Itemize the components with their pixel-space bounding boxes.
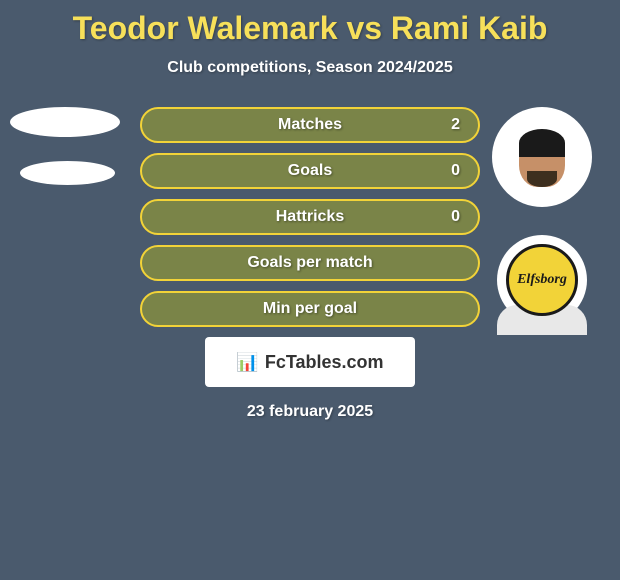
stat-value: 0 <box>451 208 460 226</box>
stat-label: Goals <box>288 162 332 180</box>
right-avatars: Elfsborg <box>492 107 592 325</box>
content-area: Elfsborg Matches 2 Goals 0 Hattricks 0 G… <box>0 107 620 327</box>
stat-value: 2 <box>451 116 460 134</box>
stat-label: Goals per match <box>247 254 372 272</box>
stat-matches: Matches 2 <box>140 107 480 143</box>
stat-hattricks: Hattricks 0 <box>140 199 480 235</box>
left-placeholders <box>10 107 120 209</box>
stat-label: Matches <box>278 116 342 134</box>
stat-label: Hattricks <box>276 208 344 226</box>
stats-list: Matches 2 Goals 0 Hattricks 0 Goals per … <box>140 107 480 327</box>
stat-goals-per-match: Goals per match <box>140 245 480 281</box>
chart-icon: 📊 <box>236 352 258 373</box>
stat-goals: Goals 0 <box>140 153 480 189</box>
player2-avatar <box>492 107 592 207</box>
stat-min-per-goal: Min per goal <box>140 291 480 327</box>
player1-crest-placeholder <box>20 161 115 185</box>
logo-text: FcTables.com <box>265 352 384 373</box>
player1-avatar-placeholder <box>10 107 120 137</box>
crest-label: Elfsborg <box>506 244 578 316</box>
page-title: Teodor Walemark vs Rami Kaib <box>0 0 620 47</box>
subtitle: Club competitions, Season 2024/2025 <box>0 59 620 77</box>
stat-label: Min per goal <box>263 300 357 318</box>
date-label: 23 february 2025 <box>0 403 620 421</box>
source-logo[interactable]: 📊 FcTables.com <box>205 337 415 387</box>
stat-value: 0 <box>451 162 460 180</box>
